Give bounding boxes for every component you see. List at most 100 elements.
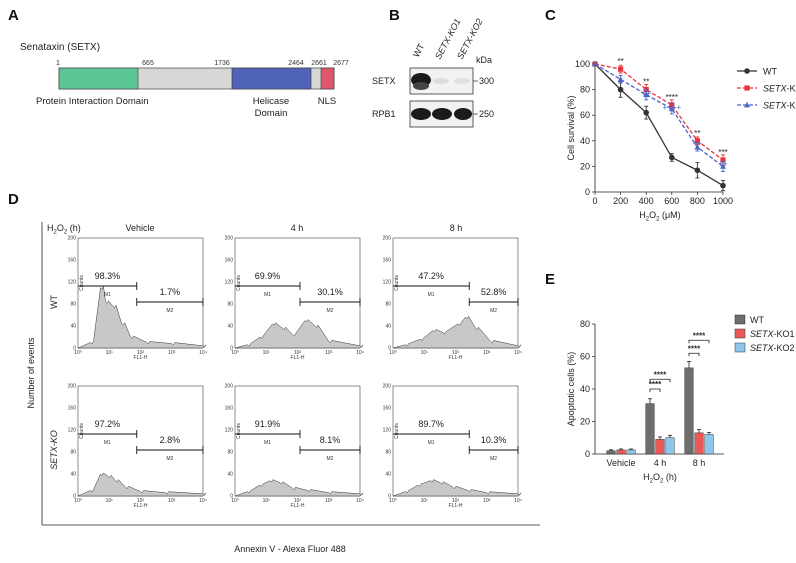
d-histogram-1: 0 40 80 120 160 200 10⁰ 10¹ 10² 10³ 10⁴ Counts FL1-H… [225,236,364,362]
d-ytick-label: 160 [383,258,392,264]
d-gate-m1-pct: 47.2% [418,271,444,281]
e-legend: WT SETX-KO1 SETX-KO2 [734,314,795,353]
d-gate-m1-pct: 98.3% [95,271,121,281]
c-annotation: ** [617,57,623,66]
e-xtick-label: Vehicle [606,458,635,468]
d-gate-m1-pct: 97.2% [95,419,121,429]
e-xlabel: H2O2 (h) [643,472,677,485]
c-annotation: ** [694,129,700,138]
e-ytick-label: 80 [580,319,590,329]
d-xtick-label: 10² [452,498,460,504]
label-helicase-2: Domain [255,108,288,119]
d-ytick-label: 0 [230,346,233,352]
d-xlabel: Annexin V - Alexa Fluor 488 [234,544,346,554]
d-gate-m2-pct: 52.8% [481,287,507,297]
c-series [592,60,726,192]
marker-250: 250 [479,109,494,119]
c-point [617,76,624,82]
d-ytick-label: 200 [383,236,392,242]
d-axis-fl: FL1-H [134,355,148,361]
d-plot-frame [234,385,361,497]
band-rpb1-wt [411,108,431,120]
d-xtick-label: 10³ [168,350,176,356]
e-ticks: 0 20 40 60 80 Vehicle 4 h 8 h [580,319,705,468]
d-xtick-label: 10³ [483,350,491,356]
c-legend: WT SETX-KO1 SETX-KO2 [737,67,796,111]
d-histogram-area [234,319,364,349]
lane-label-wt: WT [411,41,427,58]
c-xtick-label: 0 [592,196,597,206]
c-xtick-label: 800 [690,196,705,206]
e-xtick-label: 4 h [654,458,667,468]
e-sig-bracket [688,352,700,357]
d-ytick-label: 160 [225,258,234,264]
d-gate-m1-label: M1 [104,292,111,298]
c-xtick-label: 1000 [713,196,733,206]
d-plot-frame [234,237,361,349]
d-gate-m1-label: M1 [264,292,271,298]
d-xtick-label: 10⁰ [74,498,82,504]
d-xtick-label: 10⁴ [514,498,522,504]
band-rpb1-ko2 [454,108,472,120]
d-gate-m2-pct: 2.8% [160,435,181,445]
c-annotation: *** [718,148,727,157]
pos-665: 665 [142,60,154,67]
d-gate-m2-pct: 30.1% [317,287,343,297]
band-setx-ko2 [454,78,470,84]
d-xtick-label: 10⁰ [231,498,239,504]
e-legend-label: SETX-KO1 [750,329,795,339]
c-point [592,60,598,67]
c-ytick-label: 100 [575,59,590,69]
d-ylabel: Number of events [26,337,36,409]
panel-d-flow-cytometry: H2O2 (h) Vehicle 4 h 8 h WT SETX-KO Numb… [26,222,540,554]
e-legend-label: WT [750,315,764,325]
d-ytick-label: 120 [225,280,234,286]
d-xtick-label: 10⁰ [231,350,239,356]
e-bar [665,437,675,455]
e-sig-bracket [649,388,661,392]
pos-2661: 2661 [311,60,327,67]
d-histograms: 0 40 80 120 160 200 10⁰ 10¹ 10² 10³ 10⁴ Counts FL1-H… [68,236,522,510]
e-sig-label: **** [649,380,662,389]
c-legend-marker [744,101,750,108]
d-ytick-label: 80 [385,302,391,308]
d-gate-m1-label: M1 [428,292,435,298]
c-ytick-label: 60 [580,110,590,120]
e-ytick-label: 0 [585,449,590,459]
panel-label-a: A [8,7,19,24]
d-xtick-label: 10⁴ [514,350,522,356]
d-xtick-label: 10⁰ [389,498,397,504]
c-point [720,157,726,163]
e-xtick-label: 8 h [693,458,706,468]
d-ytick-label: 80 [227,450,233,456]
band-rpb1-ko1 [432,108,452,120]
d-xtick-label: 10⁴ [356,498,364,504]
d-histogram-area [77,285,207,349]
c-point [668,105,675,112]
marker-300: 300 [479,76,494,86]
band-setx-wt-smear [413,82,429,90]
c-xtick-label: 200 [613,196,628,206]
d-gate-m2-pct: 8.1% [320,435,341,445]
d-ytick-label: 0 [388,346,391,352]
d-xtick-label: 10² [294,350,302,356]
d-gate-m1-pct: 91.9% [255,419,281,429]
c-series-line-2 [594,63,724,167]
d-axis-fl: FL1-H [449,503,463,509]
d-xtick-label: 10¹ [263,350,271,356]
d-row-wt: WT [49,295,59,309]
c-point [643,109,649,116]
pos-1: 1 [56,60,60,67]
d-axis-fl: FL1-H [291,355,305,361]
c-xtick-label: 600 [664,196,679,206]
d-plot-frame [392,385,519,497]
d-ytick-label: 120 [68,428,77,434]
d-histogram-5: 0 40 80 120 160 200 10⁰ 10¹ 10² 10³ 10⁴ Counts FL1-H… [383,384,522,510]
c-point [617,86,624,93]
domain-helicase [231,67,312,90]
label-helicase-1: Helicase [253,96,289,107]
c-legend-label: SETX-KO2 [763,101,796,111]
c-ticks: 0 200 400 600 800 1000 0 20 40 60 80 100 [575,59,733,206]
